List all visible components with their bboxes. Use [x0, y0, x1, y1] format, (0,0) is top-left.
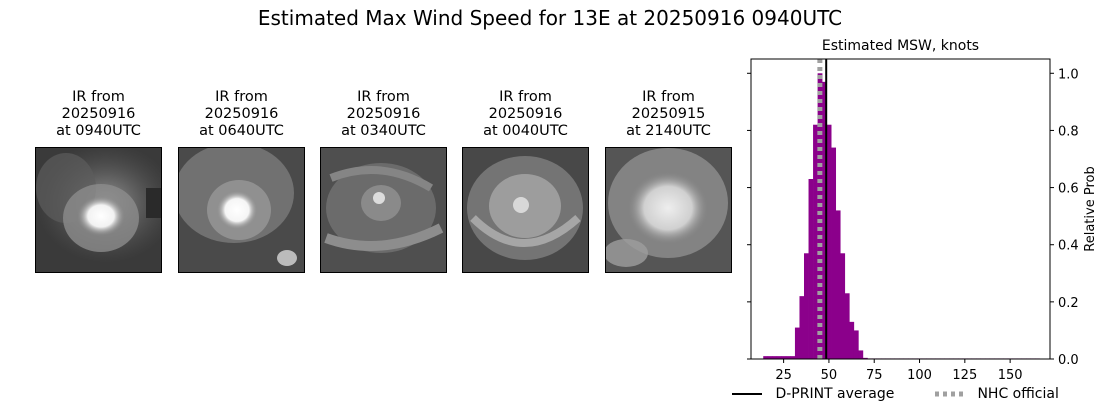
histogram-bar [844, 293, 850, 359]
ir-panel-5: IR from 20250915 at 2140UTC [605, 89, 732, 273]
y-axis-label: Relative Prob [1083, 166, 1098, 251]
x-tick-label: 75 [866, 368, 883, 383]
legend-item-dprint: D-PRINT average [731, 386, 894, 402]
x-tick-label: 25 [775, 368, 792, 383]
y-tick-label: 0.4 [1058, 239, 1079, 254]
ir-panel-3: IR from 20250916 at 0340UTC [320, 89, 447, 273]
ir-panel-caption: IR from 20250916 at 0340UTC [320, 89, 447, 141]
ir-satellite-image [605, 147, 732, 273]
ir-panel-caption: IR from 20250916 at 0940UTC [35, 89, 162, 141]
caption-line-1: IR from [642, 89, 695, 105]
x-tick-label: 125 [952, 368, 977, 383]
ir-satellite-image [320, 147, 447, 273]
ir-satellite-image [178, 147, 305, 273]
ir-satellite-image [35, 147, 162, 273]
caption-line-3: at 0640UTC [199, 123, 284, 139]
histogram-bar [767, 356, 773, 359]
ir-panel-2: IR from 20250916 at 0640UTC [178, 89, 305, 273]
dotted-line-swatch [935, 391, 965, 397]
ir-panel-4: IR from 20250916 at 0040UTC [462, 89, 589, 273]
histogram-bar [776, 356, 782, 359]
histogram-bar [826, 124, 832, 359]
ir-panel-caption: IR from 20250916 at 0640UTC [178, 89, 305, 141]
histogram-bar [813, 124, 818, 359]
chart-title: Estimated MSW, knots [822, 38, 979, 54]
x-tick-label: 150 [998, 368, 1023, 383]
caption-line-3: at 0940UTC [56, 123, 141, 139]
y-tick-label: 0.0 [1058, 353, 1079, 368]
caption-line-3: at 0340UTC [341, 123, 426, 139]
histogram-bar [835, 210, 841, 359]
ir-panel-caption: IR from 20250916 at 0040UTC [462, 89, 589, 141]
caption-line-2: 20250915 [631, 106, 706, 122]
y-tick-label: 1.0 [1058, 67, 1079, 82]
histogram-bar [858, 350, 864, 359]
caption-line-1: IR from [499, 89, 552, 105]
caption-line-2: 20250916 [488, 106, 563, 122]
y-tick-label: 0.8 [1058, 124, 1079, 139]
histogram-bar [804, 253, 809, 359]
caption-line-2: 20250916 [204, 106, 279, 122]
caption-line-3: at 0040UTC [483, 123, 568, 139]
solid-line-swatch [732, 393, 762, 395]
caption-line-3: at 2140UTC [626, 123, 711, 139]
histogram-bar [817, 73, 823, 360]
caption-line-2: 20250916 [61, 106, 136, 122]
histogram-bar [840, 253, 846, 359]
caption-line-2: 20250916 [346, 106, 421, 122]
caption-line-1: IR from [357, 89, 410, 105]
histogram-bar [808, 179, 814, 359]
x-tick-label: 50 [821, 368, 838, 383]
ir-panel-caption: IR from 20250915 at 2140UTC [605, 89, 732, 141]
histogram-bar [862, 357, 868, 359]
y-tick-label: 0.2 [1058, 296, 1079, 311]
legend-label-nhc: NHC official [977, 386, 1059, 402]
histogram-bar [781, 356, 787, 359]
histogram-bar [849, 321, 855, 359]
legend-item-nhc: NHC official [933, 386, 1059, 402]
legend-label-dprint: D-PRINT average [775, 386, 895, 402]
histogram-bar [790, 356, 796, 359]
histogram-bar [772, 356, 778, 359]
histogram-bar [799, 296, 805, 359]
histogram-bar [763, 356, 769, 359]
figure-title: Estimated Max Wind Speed for 13E at 2025… [257, 6, 843, 30]
caption-line-1: IR from [72, 89, 125, 105]
histogram-bar [853, 330, 859, 359]
caption-line-1: IR from [215, 89, 268, 105]
plot-frame [750, 58, 1051, 360]
y-tick-label: 0.6 [1058, 182, 1079, 197]
histogram-bar [794, 327, 800, 359]
histogram-bar [831, 147, 837, 359]
ir-panel-1: IR from 20250916 at 0940UTC [35, 89, 162, 273]
histogram-bar [785, 356, 791, 359]
x-tick-label: 100 [907, 368, 932, 383]
ir-satellite-image [462, 147, 589, 273]
histogram-bar [822, 81, 827, 359]
